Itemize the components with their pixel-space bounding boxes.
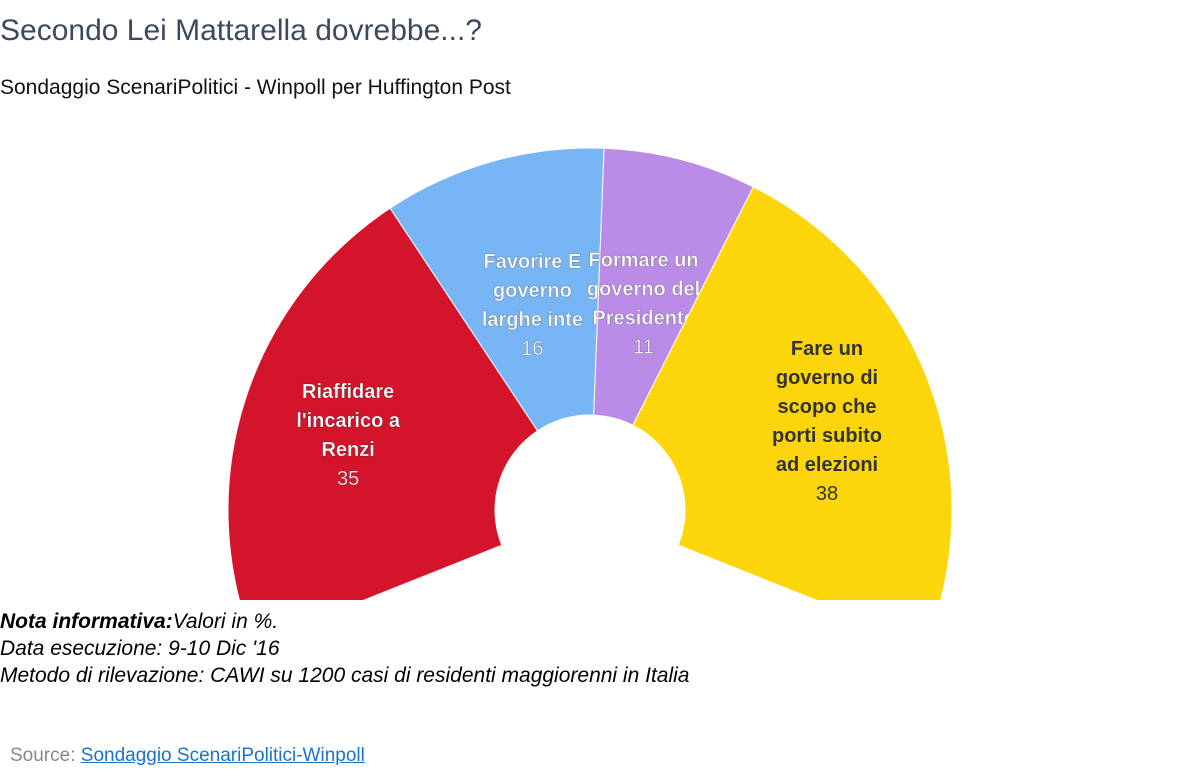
slice-label-line: governo (493, 280, 572, 302)
notes-label: Nota informativa: (0, 610, 173, 633)
slice-label-line: Fare un (791, 338, 863, 360)
chart-subtitle: Sondaggio ScenariPolitici - Winpoll per … (0, 76, 511, 99)
slice-label-3: Formare un governo del Presidente 11 (587, 250, 700, 359)
slice-label-line: scopo che (778, 396, 877, 418)
slice-label-line: ad elezioni (776, 454, 878, 476)
slice-label-line: Favorire E (484, 251, 582, 273)
slice-label-line: larghe inte (482, 309, 583, 331)
slice-label-line: l'incarico a (296, 410, 401, 432)
slice-value: 38 (816, 483, 838, 505)
slice-label-line: Presidente (592, 308, 694, 330)
slice-value: 35 (337, 468, 359, 490)
slice-label-line: Formare un (589, 250, 699, 272)
notes-line-2: Data esecuzione: 9-10 Dic '16 (0, 637, 280, 660)
notes-line-3: Metodo di rilevazione: CAWI su 1200 casi… (0, 664, 690, 687)
slice-value: 11 (633, 337, 654, 359)
notes-values: Valori in %. (172, 610, 279, 633)
slice-label-line: governo del (587, 279, 700, 301)
source-link[interactable]: Sondaggio ScenariPolitici-Winpoll (80, 745, 365, 766)
source-prefix: Source: (10, 745, 81, 766)
info-notes: Nota informativa:Valori in %. Data esecu… (0, 608, 689, 689)
slice-label-line: Renzi (321, 439, 374, 461)
chart-title: Secondo Lei Mattarella dovrebbe...? (0, 14, 482, 47)
source-credit: Source: Sondaggio ScenariPolitici-Winpol… (10, 745, 365, 767)
slice-value: 16 (521, 338, 543, 360)
slice-label-2: Favorire E governo larghe inte 16 (482, 251, 583, 360)
slice-label-line: Riaffidare (302, 381, 394, 403)
slice-4[interactable] (632, 186, 953, 600)
slice-2[interactable] (389, 147, 605, 432)
slice-label-4: Fare un governo di scopo che porti subito ad… (772, 338, 882, 505)
notes-line-1: Nota informativa:Valori in %. (0, 608, 689, 635)
slice-label-line: governo di (776, 367, 878, 389)
slice-label-1: Riaffidare l'incarico a Renzi 35 (296, 381, 401, 490)
slice-label-line: porti subito (772, 425, 882, 447)
slice-1[interactable] (227, 207, 539, 600)
